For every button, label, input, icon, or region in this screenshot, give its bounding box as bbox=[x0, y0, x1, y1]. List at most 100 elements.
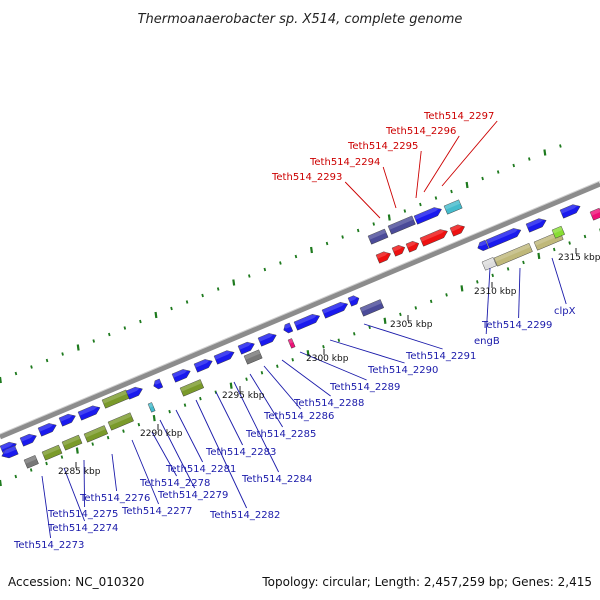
gene-arrow-lower bbox=[179, 379, 205, 397]
gene-label: engB bbox=[474, 336, 500, 347]
tick-mark bbox=[399, 312, 402, 317]
highlighted-gene-label: Teth514_2297 bbox=[423, 111, 494, 122]
gene-arrow-upper bbox=[413, 206, 442, 225]
gene-arrow-lower bbox=[41, 444, 63, 461]
gene-label: Teth514_2274 bbox=[47, 523, 118, 534]
label-leader bbox=[233, 381, 280, 473]
tick-mark bbox=[481, 176, 484, 181]
gene-arrow-upper bbox=[347, 295, 360, 307]
tick-mark bbox=[14, 371, 18, 376]
gene-shine bbox=[368, 229, 387, 240]
gene-shine bbox=[420, 228, 447, 242]
gene-shine bbox=[148, 402, 154, 408]
gene-arrow-upper bbox=[293, 313, 321, 331]
tick-mark bbox=[276, 364, 279, 368]
gene-shine bbox=[152, 378, 161, 385]
gene-labels: Teth514_2273Teth514_2274Teth514_2275Teth… bbox=[13, 111, 576, 551]
label-leader bbox=[131, 439, 160, 505]
label-leaders bbox=[41, 120, 567, 539]
scale-labels: 2285 kbp 2290 kbp 2295 kbp 2300 kbp 2305 kbp… bbox=[58, 248, 600, 477]
label-leader bbox=[344, 181, 381, 219]
tick-mark bbox=[341, 235, 344, 239]
tick-mark bbox=[76, 344, 80, 351]
gene-shine bbox=[0, 441, 16, 450]
gene-label: Teth514_2299 bbox=[481, 320, 552, 331]
gene-arrow-lower bbox=[551, 225, 565, 239]
tick-mark bbox=[294, 254, 298, 259]
gene-arrow-lower bbox=[391, 244, 406, 257]
label-leader bbox=[151, 431, 177, 477]
gene-arrow-upper bbox=[37, 422, 57, 437]
gene-arrow-upper bbox=[19, 433, 37, 447]
label-leader bbox=[441, 120, 498, 187]
tick-mark bbox=[154, 311, 158, 319]
tick-mark bbox=[216, 287, 220, 291]
gene-arrow-upper bbox=[171, 368, 191, 383]
tick-mark bbox=[232, 279, 236, 286]
tick-mark bbox=[496, 170, 500, 174]
gene-arrow-lower bbox=[83, 425, 109, 443]
scale-label: 2300 kbp bbox=[306, 354, 349, 364]
gene-shine bbox=[0, 445, 17, 454]
tick-mark bbox=[263, 267, 267, 272]
gene-shine bbox=[172, 368, 190, 378]
backbone-highlight bbox=[0, 180, 600, 435]
label-leader bbox=[159, 419, 196, 489]
tick-mark bbox=[199, 396, 202, 401]
gene-shine bbox=[238, 341, 254, 350]
label-leader bbox=[195, 399, 248, 509]
tick-mark bbox=[137, 422, 141, 427]
gene-arrow-lower bbox=[147, 402, 156, 413]
gene-arrow-upper bbox=[58, 413, 76, 427]
gene-arrow-lower bbox=[61, 434, 83, 451]
tick-mark bbox=[170, 306, 173, 311]
gene-shine bbox=[102, 389, 128, 404]
tick-mark bbox=[0, 376, 2, 384]
gene-shine bbox=[59, 413, 75, 422]
tick-mark bbox=[445, 293, 448, 297]
gene-arrow-lower bbox=[449, 224, 465, 237]
gene-shine bbox=[476, 240, 487, 247]
label-leader bbox=[175, 409, 204, 463]
tick-mark bbox=[491, 273, 494, 278]
tick-mark bbox=[352, 332, 356, 336]
tick-mark bbox=[403, 209, 407, 213]
gene-arrow-upper bbox=[213, 350, 235, 365]
gene-arrow-lower bbox=[449, 224, 465, 237]
highlighted-gene-label: Teth514_2296 bbox=[385, 126, 456, 137]
gene-arrow-upper bbox=[347, 295, 360, 307]
tick-mark bbox=[152, 414, 156, 422]
gene-arrow-upper bbox=[213, 350, 235, 365]
gene-arrow-upper bbox=[77, 405, 101, 421]
gene-arrow-upper bbox=[37, 423, 57, 437]
label-leader bbox=[249, 373, 283, 428]
gene-shine bbox=[126, 386, 142, 395]
label-leader bbox=[423, 135, 460, 193]
gene-shine bbox=[444, 199, 461, 210]
gene-arrow-upper bbox=[367, 228, 389, 245]
tick-mark bbox=[108, 332, 111, 337]
label-leader bbox=[299, 351, 367, 381]
gene-arrow-upper bbox=[559, 204, 581, 219]
gene-shine bbox=[414, 206, 441, 220]
gene-shine bbox=[288, 338, 294, 344]
gene-arrow-lower bbox=[287, 338, 296, 349]
gene-shine bbox=[24, 455, 37, 464]
label-leader bbox=[263, 365, 301, 410]
gene-arrow-upper bbox=[257, 333, 277, 347]
tick-mark bbox=[337, 338, 341, 343]
gene-shine bbox=[42, 445, 61, 456]
gene-shine bbox=[406, 241, 418, 248]
label-leader bbox=[518, 267, 521, 319]
gene-arrow-lower bbox=[375, 251, 391, 264]
tick-mark bbox=[14, 474, 18, 479]
scale-label: 2310 kbp bbox=[474, 287, 517, 297]
label-leader bbox=[41, 475, 52, 539]
scale-label: 2285 kbp bbox=[58, 467, 101, 477]
gene-shine bbox=[214, 350, 234, 360]
gene-shine bbox=[360, 299, 382, 312]
gene-arrow-lower bbox=[61, 434, 83, 451]
tick-mark bbox=[279, 261, 282, 265]
gene-shine bbox=[62, 435, 81, 446]
